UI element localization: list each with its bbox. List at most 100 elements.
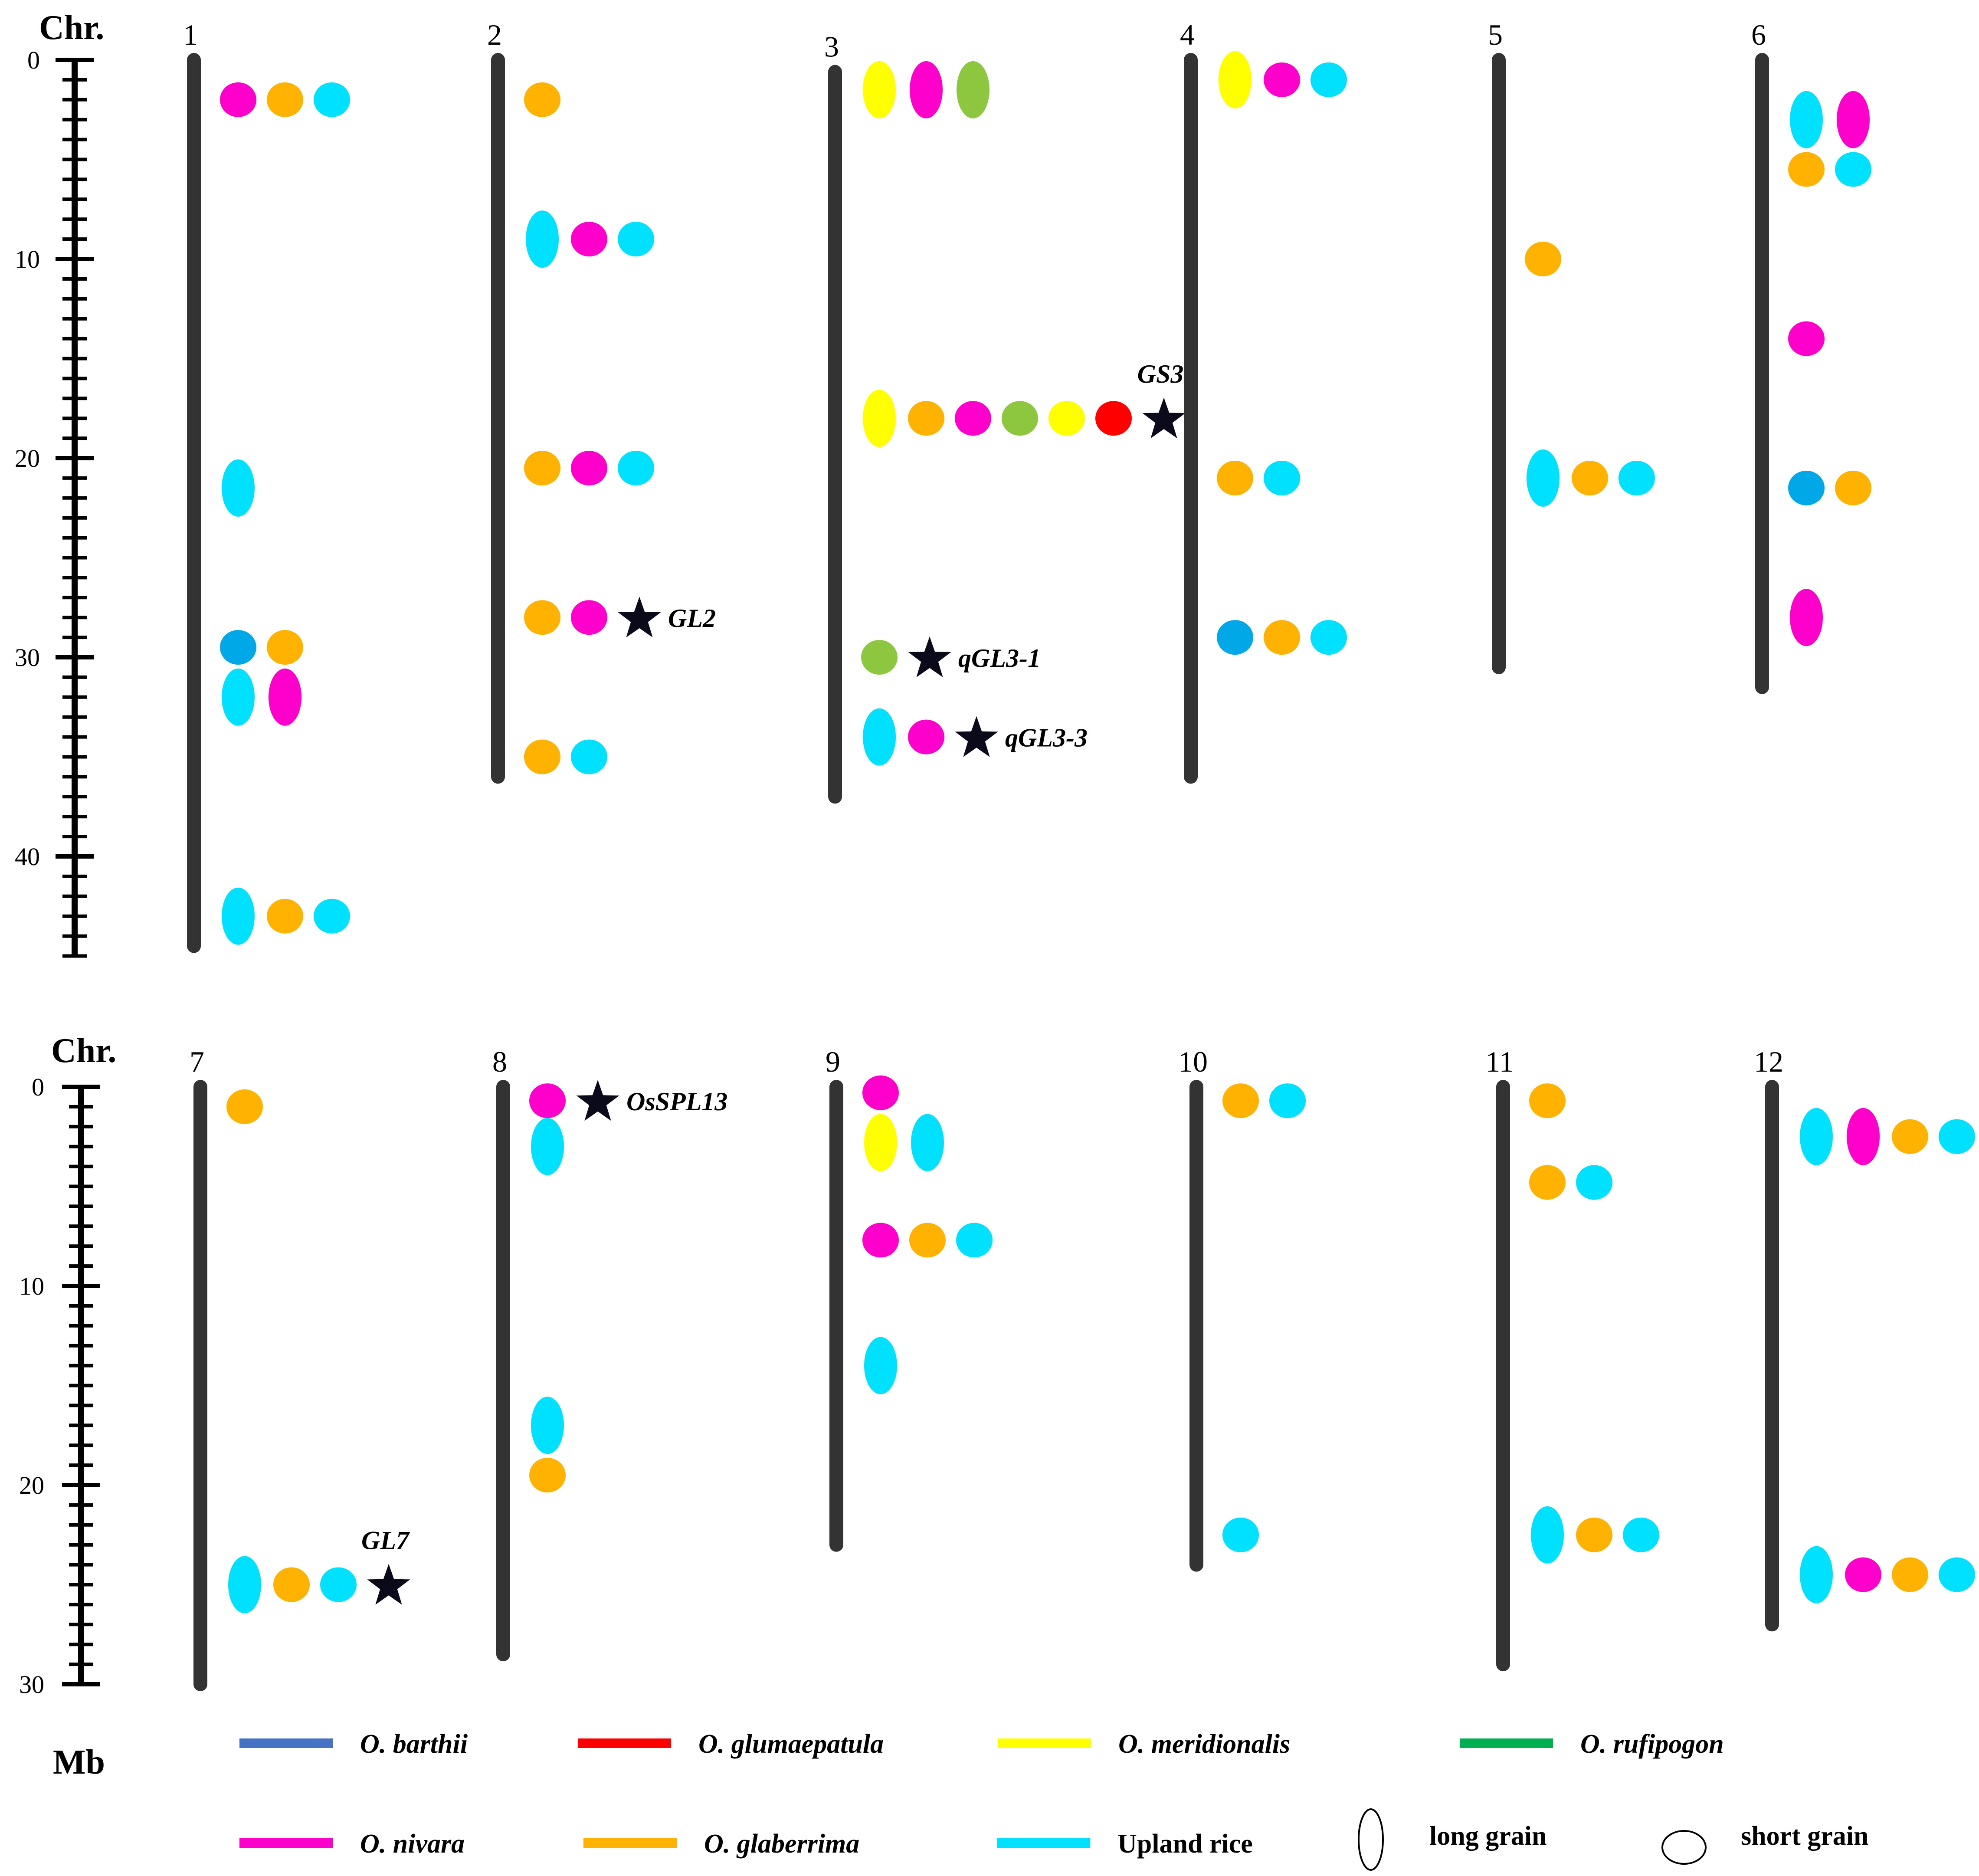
marker-long-upland <box>864 1337 897 1394</box>
marker-short-upland <box>956 1223 993 1258</box>
gene-star <box>618 597 661 638</box>
marker-short-glaberrima <box>1529 1165 1566 1200</box>
chromosome-number: 3 <box>824 30 839 63</box>
marker-short-nivara <box>908 719 944 754</box>
marker-long-upland <box>1527 449 1560 507</box>
chromosome-number: 9 <box>826 1045 840 1078</box>
marker-short-upland <box>1939 1119 1975 1154</box>
marker-short-glaberrima <box>1576 1517 1612 1552</box>
marker-short-nivara <box>220 82 256 117</box>
marker-short-glaberrima <box>1264 620 1300 655</box>
gene-label: GL7 <box>361 1526 410 1555</box>
short-grain-icon <box>1661 1830 1707 1865</box>
scale-axis-panel-2: Chr.0 10 20 30 <box>19 1032 116 1699</box>
legend-item-rufipogon: O. rufipogon <box>1460 1729 1724 1759</box>
gene-label: qGL3-1 <box>958 644 1041 672</box>
marker-short-upland <box>314 82 350 117</box>
marker-short-glaberrima <box>267 82 303 117</box>
chromosome-number: 5 <box>1488 18 1503 51</box>
chromosome-5: 5 <box>1488 18 1655 674</box>
marker-short-upland_dark <box>220 630 256 665</box>
chromosome-3: 3 GS3 qGL3-1 qGL3-3 <box>824 30 1186 804</box>
marker-short-upland <box>1264 460 1300 495</box>
marker-short-upland <box>1939 1557 1975 1592</box>
gene-star <box>367 1564 410 1605</box>
marker-short-glaberrima <box>273 1567 310 1602</box>
gene-label: qGL3-3 <box>1005 724 1088 752</box>
chromosome-10: 10 <box>1178 1045 1306 1572</box>
marker-short-nivara <box>571 450 607 485</box>
marker-long-meridionalis <box>863 61 896 118</box>
marker-long-upland <box>911 1114 944 1171</box>
legend-label: O. rufipogon <box>1580 1729 1724 1759</box>
marker-short-glumaepatula <box>1095 401 1132 436</box>
chromosome-8: 8 OsSPL13 <box>492 1045 727 1662</box>
legend: O. barthii O. glumaepatula O. meridionalis… <box>239 1729 1869 1871</box>
chromosome-7: 7 GL7 <box>190 1045 410 1691</box>
legend-item-long-grain: long grain <box>1358 1808 1547 1871</box>
gene-label: GL2 <box>668 604 716 633</box>
marker-short-upland <box>571 739 607 774</box>
chr-heading: Chr. <box>51 1032 116 1070</box>
tick-label: 0 <box>27 46 40 74</box>
marker-long-meridionalis <box>1219 51 1252 108</box>
marker-short-nivara <box>955 401 991 436</box>
marker-long-upland <box>531 1118 564 1175</box>
marker-short-upland <box>618 222 654 257</box>
legend-label: O. glaberrima <box>704 1829 859 1859</box>
marker-long-nivara <box>1847 1108 1880 1165</box>
legend-item-glaberrima: O. glaberrima <box>583 1829 859 1859</box>
marker-short-upland <box>1619 460 1655 495</box>
chromosome-number: 1 <box>183 18 198 51</box>
tick-label: 40 <box>15 843 40 871</box>
chromosome-number: 12 <box>1754 1045 1783 1078</box>
chromosome-12: 12 <box>1754 1045 1975 1632</box>
marker-short-nivara <box>1788 321 1825 356</box>
marker-long-upland <box>228 1556 261 1614</box>
tick-label: 10 <box>15 245 40 273</box>
marker-short-upland <box>618 450 654 485</box>
chr-heading: Chr. <box>39 9 104 47</box>
marker-short-glaberrima <box>524 82 560 117</box>
marker-short-glaberrima <box>908 401 944 436</box>
legend-label: O. barthii <box>360 1729 468 1759</box>
marker-short-glaberrima <box>226 1089 263 1124</box>
marker-short-nivara <box>571 600 607 635</box>
tick-label: 20 <box>15 444 40 472</box>
marker-short-upland <box>1835 152 1871 187</box>
marker-short-glaberrima <box>529 1458 566 1493</box>
marker-short-upland_dark <box>1217 620 1253 655</box>
unit-label: Mb <box>53 1743 105 1781</box>
chromosome-number: 8 <box>492 1045 507 1078</box>
gene-label: GS3 <box>1137 360 1184 388</box>
marker-short-glaberrima <box>267 899 303 934</box>
marker-short-meridionalis <box>1048 401 1085 436</box>
marker-short-upland <box>1311 620 1347 655</box>
chromosome-11: 11 <box>1485 1045 1659 1672</box>
chromosome-number: 2 <box>487 18 502 51</box>
chromosome-number: 7 <box>190 1045 204 1078</box>
legend-label: long grain <box>1429 1821 1547 1851</box>
legend-item-meridionalis: O. meridionalis <box>998 1729 1290 1759</box>
marker-short-glaberrima <box>1835 470 1871 505</box>
marker-short-nivara <box>1264 62 1300 97</box>
chromosome-2: 2 GL2 <box>487 18 716 784</box>
marker-long-upland <box>1800 1108 1833 1165</box>
chromosome-9: 9 <box>826 1045 993 1552</box>
gene-star <box>1142 397 1186 439</box>
chromosome-1: 1 <box>183 18 350 953</box>
chromosome-number: 11 <box>1485 1045 1514 1078</box>
marker-short-glaberrima <box>1222 1083 1259 1118</box>
marker-short-glaberrima <box>1525 242 1561 276</box>
marker-short-glaberrima <box>909 1223 946 1258</box>
marker-short-glaberrima <box>1529 1083 1566 1118</box>
legend-label: O. nivara <box>360 1829 465 1859</box>
legend-label: Upland rice <box>1117 1829 1253 1859</box>
marker-short-glaberrima <box>524 600 560 635</box>
marker-long-nivara <box>1837 91 1870 148</box>
marker-short-upland <box>314 899 350 934</box>
marker-long-upland <box>1800 1546 1833 1604</box>
marker-short-glaberrima <box>524 450 560 485</box>
marker-long-upland <box>531 1397 564 1454</box>
